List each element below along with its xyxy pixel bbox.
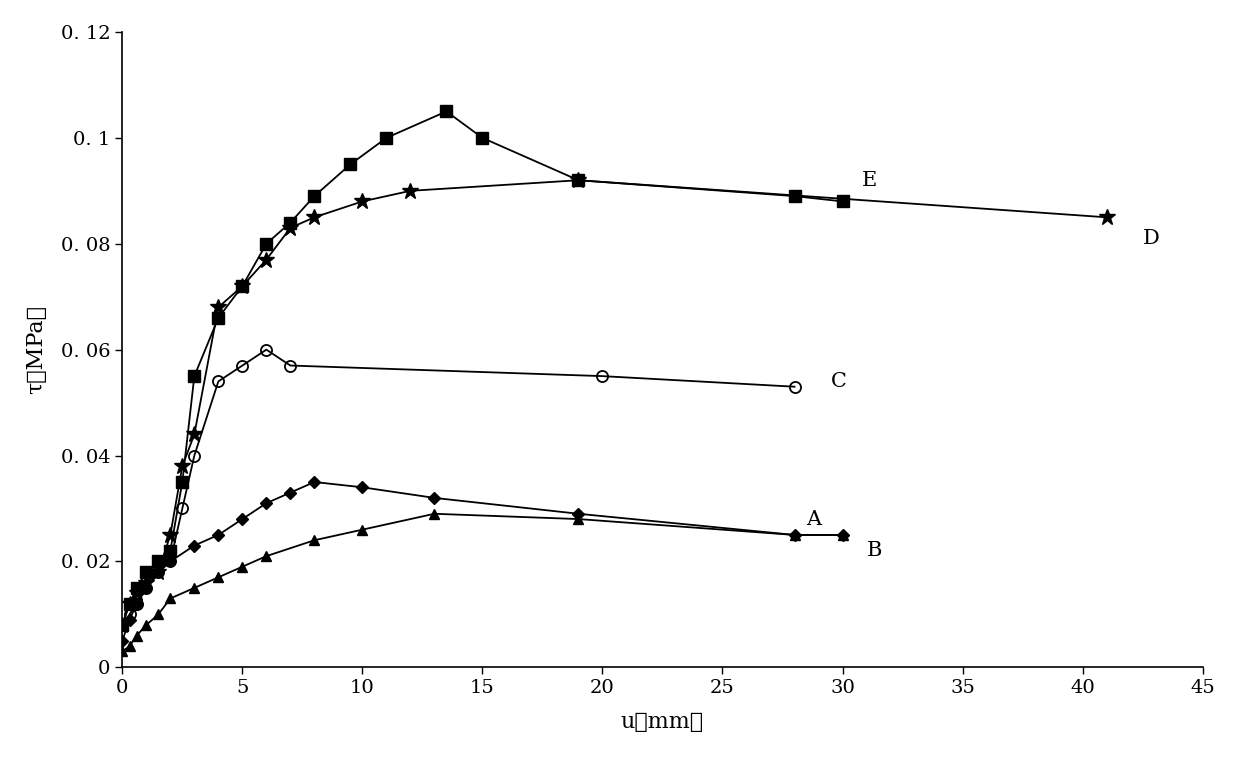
Text: C: C <box>831 372 847 391</box>
Y-axis label: τ（MPa）: τ（MPa） <box>25 305 47 394</box>
Text: A: A <box>806 509 822 528</box>
X-axis label: u（mm）: u（mm） <box>621 711 704 733</box>
Text: D: D <box>1142 229 1159 248</box>
Text: B: B <box>867 541 882 560</box>
Text: E: E <box>862 171 877 190</box>
